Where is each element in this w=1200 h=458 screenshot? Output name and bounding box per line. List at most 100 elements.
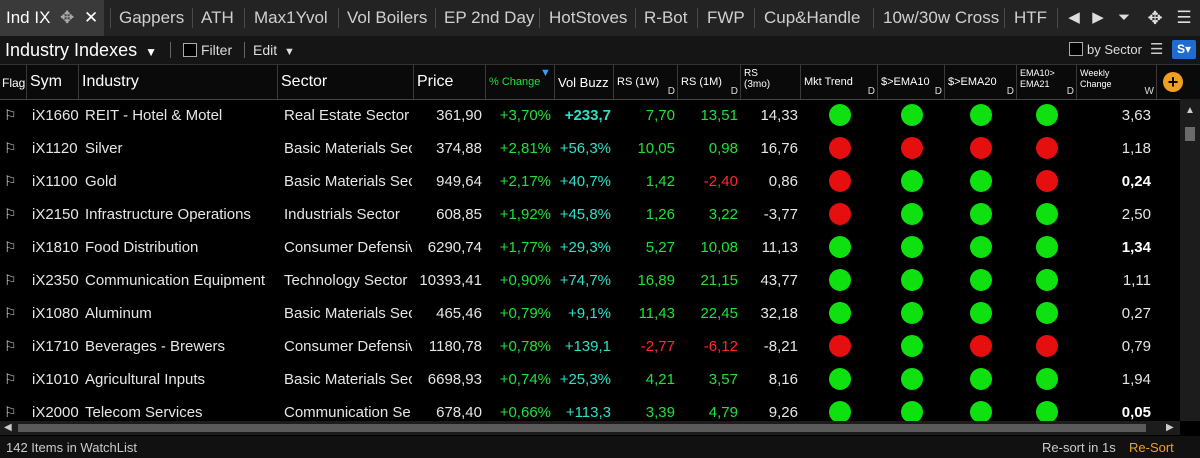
column-header-rs3mo[interactable]: RS (3mo) bbox=[741, 65, 801, 99]
column-header-ema20[interactable]: $>EMA20 D bbox=[945, 65, 1017, 99]
flag-icon[interactable]: ⚐ bbox=[4, 140, 17, 156]
row-price: 374,88 bbox=[436, 140, 482, 157]
row-symbol[interactable]: iX2350 bbox=[32, 272, 79, 289]
plus-icon[interactable]: + bbox=[1163, 72, 1183, 92]
tab-max1yvol[interactable]: Max1Yvol bbox=[254, 8, 328, 27]
watchlist-title-dropdown[interactable]: Industry Indexes ▼ bbox=[5, 36, 157, 64]
table-row[interactable]: ⚐ iX2350 Communication Equipment Technology… bbox=[0, 264, 1180, 297]
column-header-rs1w[interactable]: RS (1W) D bbox=[614, 65, 678, 99]
column-header-pct-change[interactable]: % Change ▼ bbox=[486, 65, 555, 99]
column-header-industry[interactable]: Industry bbox=[79, 65, 278, 99]
table-row[interactable]: ⚐ iX1100 Gold Basic Materials Sec 949,64 +2,1… bbox=[0, 165, 1180, 198]
tab-gappers[interactable]: Gappers bbox=[119, 8, 185, 27]
column-header-ema10-ema21[interactable]: EMA10> EMA21 D bbox=[1017, 65, 1077, 99]
column-header-price[interactable]: Price bbox=[414, 65, 486, 99]
tab-ath[interactable]: ATH bbox=[201, 8, 234, 27]
ema10-indicator bbox=[901, 170, 923, 192]
table-row[interactable]: ⚐ iX1010 Agricultural Inputs Basic Material… bbox=[0, 363, 1180, 396]
tab-htf[interactable]: HTF bbox=[1014, 8, 1048, 27]
vertical-scrollbar[interactable]: ▲ bbox=[1180, 99, 1200, 421]
ema20-indicator bbox=[970, 401, 992, 421]
table-row[interactable]: ⚐ iX1710 Beverages - Brewers Consumer Defen… bbox=[0, 330, 1180, 363]
edit-menu[interactable]: Edit ▼ bbox=[253, 36, 295, 64]
scrollbar-thumb[interactable] bbox=[1185, 127, 1195, 141]
move-icon[interactable]: ✥ bbox=[60, 8, 75, 27]
ema20-indicator bbox=[970, 269, 992, 291]
flag-icon[interactable]: ⚐ bbox=[4, 206, 17, 222]
row-symbol[interactable]: iX1010 bbox=[32, 371, 79, 388]
table-row[interactable]: ⚐ iX1810 Food Distribution Consumer Defensi… bbox=[0, 231, 1180, 264]
flag-icon[interactable]: ⚐ bbox=[4, 239, 17, 255]
scroll-left-icon[interactable]: ◀ bbox=[4, 422, 12, 433]
tab-vol-boilers[interactable]: Vol Boilers bbox=[347, 8, 428, 27]
row-symbol[interactable]: iX2000 bbox=[32, 404, 79, 421]
flag-icon[interactable]: ⚐ bbox=[4, 107, 17, 123]
row-symbol[interactable]: iX1080 bbox=[32, 305, 79, 322]
scrollbar-thumb[interactable] bbox=[18, 424, 1146, 432]
column-header-mkt-trend[interactable]: Mkt Trend D bbox=[801, 65, 878, 99]
row-symbol[interactable]: iX1660 bbox=[32, 107, 79, 124]
table-row[interactable]: ⚐ iX2150 Infrastructure Operations Industri… bbox=[0, 198, 1180, 231]
ema20-indicator bbox=[970, 236, 992, 258]
table-row[interactable]: ⚐ iX1660 REIT - Hotel & Motel Real Estate S… bbox=[0, 99, 1180, 132]
row-weekly-change: 0,05 bbox=[1121, 404, 1151, 421]
hamburger-icon[interactable]: ☰ bbox=[1176, 8, 1192, 27]
row-pct-change: +2,17% bbox=[499, 173, 551, 190]
column-header-sector[interactable]: Sector bbox=[278, 65, 414, 99]
by-sector-checkbox[interactable] bbox=[1069, 42, 1083, 56]
row-symbol[interactable]: iX1120 bbox=[32, 140, 78, 157]
flag-icon[interactable]: ⚐ bbox=[4, 371, 17, 387]
row-symbol[interactable]: iX1810 bbox=[32, 239, 79, 256]
tab-ep-2nd-day[interactable]: EP 2nd Day bbox=[444, 8, 535, 27]
row-rs-3mo: -8,21 bbox=[763, 338, 798, 355]
tab-cup-handle[interactable]: Cup&Handle bbox=[764, 8, 861, 27]
chevron-left-icon[interactable]: ◀ bbox=[1068, 9, 1080, 26]
scroll-right-icon[interactable]: ▶ bbox=[1166, 422, 1174, 433]
row-weekly-change: 1,18 bbox=[1121, 140, 1151, 157]
scroll-up-icon[interactable]: ▲ bbox=[1185, 105, 1195, 116]
chevron-right-icon[interactable]: ▶ bbox=[1092, 9, 1104, 26]
table-row[interactable]: ⚐ iX2000 Telecom Services Communication Se 6… bbox=[0, 396, 1180, 421]
column-header-flag[interactable]: Flag bbox=[0, 65, 27, 99]
ema10-indicator bbox=[901, 104, 923, 126]
flag-icon[interactable]: ⚐ bbox=[4, 404, 17, 420]
resort-button[interactable]: Re-Sort bbox=[1129, 440, 1174, 455]
horizontal-scrollbar[interactable]: ◀ ▶ bbox=[0, 421, 1180, 435]
tab-r-bot[interactable]: R-Bot bbox=[644, 8, 688, 27]
row-rs-1m: 10,08 bbox=[700, 239, 738, 256]
tab-10w-30w-cross[interactable]: 10w/30w Cross bbox=[883, 8, 1000, 27]
column-header-rs1m[interactable]: RS (1M) D bbox=[678, 65, 741, 99]
tab-hotstoves[interactable]: HotStoves bbox=[549, 8, 628, 27]
row-weekly-change: 1,34 bbox=[1121, 239, 1151, 256]
flag-icon[interactable]: ⚐ bbox=[4, 272, 17, 288]
edit-label: Edit bbox=[253, 42, 278, 58]
row-vol-buzz: +25,3% bbox=[559, 371, 611, 388]
column-header-vol-buzz[interactable]: Vol Buzz bbox=[555, 65, 614, 99]
row-symbol[interactable]: iX2150 bbox=[32, 206, 79, 223]
hamburger-icon[interactable]: ☰ bbox=[1150, 41, 1164, 58]
row-pct-change: +2,81% bbox=[499, 140, 551, 157]
flag-icon[interactable]: ⚐ bbox=[4, 173, 17, 189]
row-industry: REIT - Hotel & Motel bbox=[85, 107, 223, 124]
row-symbol[interactable]: iX1710 bbox=[32, 338, 79, 355]
row-rs-3mo: 0,86 bbox=[768, 173, 798, 190]
tab-ind-ix[interactable]: Ind IX ✥ ✕ bbox=[0, 0, 104, 36]
row-industry: Telecom Services bbox=[85, 404, 203, 421]
ema10-indicator bbox=[901, 401, 923, 421]
row-symbol[interactable]: iX1100 bbox=[32, 173, 78, 190]
column-header-ema10[interactable]: $>EMA10 D bbox=[878, 65, 945, 99]
flag-icon[interactable]: ⚐ bbox=[4, 305, 17, 321]
layout-move-icon[interactable]: ✥ bbox=[1147, 8, 1163, 28]
flag-icon[interactable]: ⚐ bbox=[4, 338, 17, 354]
tab-fwp[interactable]: FWP bbox=[707, 8, 745, 27]
table-row[interactable]: ⚐ iX1120 Silver Basic Materials Sec 374,88 +2… bbox=[0, 132, 1180, 165]
tab-list-dropdown-icon[interactable]: ⏷ bbox=[1117, 9, 1130, 26]
status-bar: 142 Items in WatchList Re-sort in 1s Re-… bbox=[0, 436, 1200, 458]
table-row[interactable]: ⚐ iX1080 Aluminum Basic Materials Sec 465,46… bbox=[0, 297, 1180, 330]
row-rs-1m: -6,12 bbox=[703, 338, 738, 355]
column-header-weekly-change[interactable]: Weekly Change W bbox=[1077, 65, 1157, 99]
sector-view-icon[interactable]: S▾ bbox=[1172, 40, 1196, 59]
column-header-sym[interactable]: Sym bbox=[27, 65, 79, 99]
close-icon[interactable]: ✕ bbox=[84, 8, 99, 27]
filter-checkbox[interactable] bbox=[183, 43, 197, 57]
